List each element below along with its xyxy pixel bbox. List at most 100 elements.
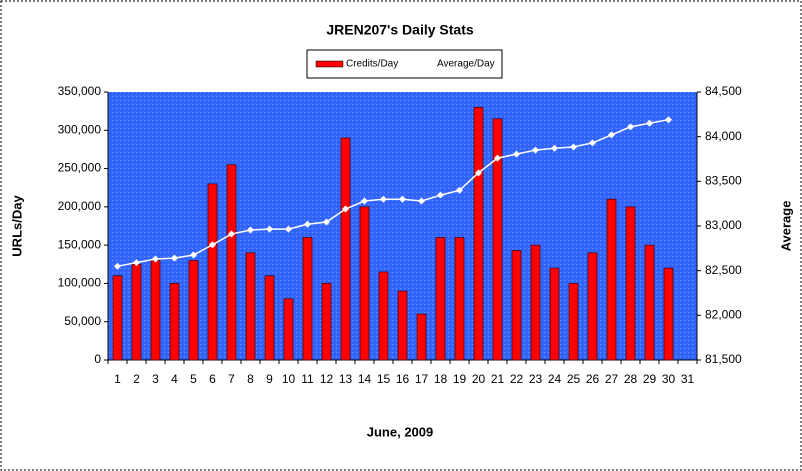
line-marker bbox=[190, 251, 197, 259]
line-marker bbox=[418, 197, 425, 205]
bar bbox=[416, 313, 427, 361]
line-marker bbox=[361, 197, 368, 205]
legend-label: Average/Day bbox=[437, 59, 495, 70]
bar bbox=[625, 206, 636, 361]
x-tick-label: 24 bbox=[548, 372, 562, 386]
line-marker bbox=[152, 255, 159, 263]
x-axis-title: June, 2009 bbox=[367, 424, 434, 439]
line-marker bbox=[551, 144, 558, 152]
x-tick-label: 11 bbox=[301, 372, 314, 386]
line-marker bbox=[114, 262, 121, 270]
y-tick-label: 0 bbox=[94, 352, 101, 366]
line-marker bbox=[570, 143, 577, 151]
bar bbox=[188, 260, 199, 361]
bar bbox=[131, 263, 142, 361]
chart-title: JREN207's Daily Stats bbox=[326, 22, 474, 38]
y2-tick-label: 84,500 bbox=[705, 84, 742, 98]
x-tick-label: 25 bbox=[567, 372, 581, 386]
line-marker bbox=[285, 225, 292, 233]
y2-tick-label: 82,000 bbox=[705, 308, 742, 322]
bar bbox=[340, 137, 351, 361]
line-marker bbox=[665, 116, 672, 124]
line-marker bbox=[228, 230, 235, 238]
line-marker bbox=[608, 131, 615, 139]
x-tick-label: 30 bbox=[662, 372, 676, 386]
bar bbox=[454, 237, 465, 361]
y-tick-label: 350,000 bbox=[58, 84, 102, 98]
bar bbox=[321, 283, 332, 361]
y-tick-label: 300,000 bbox=[58, 122, 102, 136]
x-tick-label: 2 bbox=[133, 372, 140, 386]
x-tick-label: 15 bbox=[377, 372, 391, 386]
line-marker bbox=[209, 241, 216, 249]
x-tick-label: 23 bbox=[529, 372, 543, 386]
x-tick-label: 18 bbox=[434, 372, 448, 386]
y2-tick-label: 81,500 bbox=[705, 352, 742, 366]
x-tick-label: 6 bbox=[209, 372, 216, 386]
line-marker bbox=[513, 150, 520, 158]
legend-swatch bbox=[315, 60, 344, 68]
line-marker bbox=[304, 220, 311, 228]
x-tick-label: 21 bbox=[491, 372, 505, 386]
y2-tick-label: 83,000 bbox=[705, 218, 742, 232]
bar bbox=[587, 252, 598, 361]
x-tick-label: 31 bbox=[681, 372, 695, 386]
y-axis-title: URLs/Day bbox=[9, 195, 24, 257]
x-tick-label: 1 bbox=[114, 372, 121, 386]
x-tick-label: 22 bbox=[510, 372, 524, 386]
x-tick-label: 13 bbox=[339, 372, 353, 386]
line-marker bbox=[171, 254, 178, 262]
x-tick-label: 12 bbox=[320, 372, 334, 386]
bar bbox=[283, 298, 294, 361]
bar bbox=[397, 290, 408, 361]
bar bbox=[112, 275, 123, 361]
bar bbox=[644, 244, 655, 361]
line-marker bbox=[247, 226, 254, 234]
line-marker bbox=[494, 154, 501, 162]
line-marker bbox=[456, 186, 463, 194]
line-marker bbox=[589, 139, 596, 147]
x-tick-label: 17 bbox=[415, 372, 429, 386]
line-marker bbox=[627, 123, 634, 131]
bar bbox=[302, 237, 313, 361]
line-marker bbox=[532, 146, 539, 154]
line-marker bbox=[437, 191, 444, 199]
line-marker bbox=[475, 169, 482, 177]
bar bbox=[226, 164, 237, 361]
line-marker bbox=[133, 259, 140, 267]
y2-tick-label: 84,000 bbox=[705, 129, 742, 143]
bar bbox=[378, 271, 389, 361]
bar bbox=[245, 252, 256, 361]
x-tick-label: 20 bbox=[472, 372, 486, 386]
x-tick-label: 27 bbox=[605, 372, 619, 386]
bar bbox=[530, 244, 541, 361]
bar bbox=[606, 198, 617, 361]
x-tick-label: 26 bbox=[586, 372, 600, 386]
x-tick-label: 7 bbox=[228, 372, 235, 386]
legend-label: Credits/Day bbox=[346, 59, 398, 70]
line-marker bbox=[342, 205, 349, 213]
y2-tick-label: 82,500 bbox=[705, 263, 742, 277]
y2-axis-title: Average bbox=[778, 201, 793, 252]
x-tick-label: 29 bbox=[643, 372, 657, 386]
line-marker bbox=[646, 119, 653, 127]
line-marker bbox=[380, 195, 387, 203]
y2-tick-label: 83,500 bbox=[705, 174, 742, 188]
bar bbox=[492, 118, 503, 361]
bar bbox=[663, 267, 674, 361]
x-tick-label: 14 bbox=[358, 372, 372, 386]
x-tick-label: 4 bbox=[171, 372, 178, 386]
x-tick-label: 28 bbox=[624, 372, 638, 386]
x-tick-label: 8 bbox=[247, 372, 254, 386]
line-marker bbox=[266, 225, 273, 233]
y-tick-label: 100,000 bbox=[58, 276, 102, 290]
x-tick-label: 19 bbox=[453, 372, 467, 386]
y-tick-label: 150,000 bbox=[58, 237, 102, 251]
x-tick-label: 9 bbox=[266, 372, 273, 386]
x-tick-label: 5 bbox=[190, 372, 197, 386]
bar bbox=[511, 250, 522, 361]
y-tick-label: 250,000 bbox=[58, 161, 102, 175]
y-tick-label: 50,000 bbox=[64, 314, 101, 328]
line-marker bbox=[399, 195, 406, 203]
